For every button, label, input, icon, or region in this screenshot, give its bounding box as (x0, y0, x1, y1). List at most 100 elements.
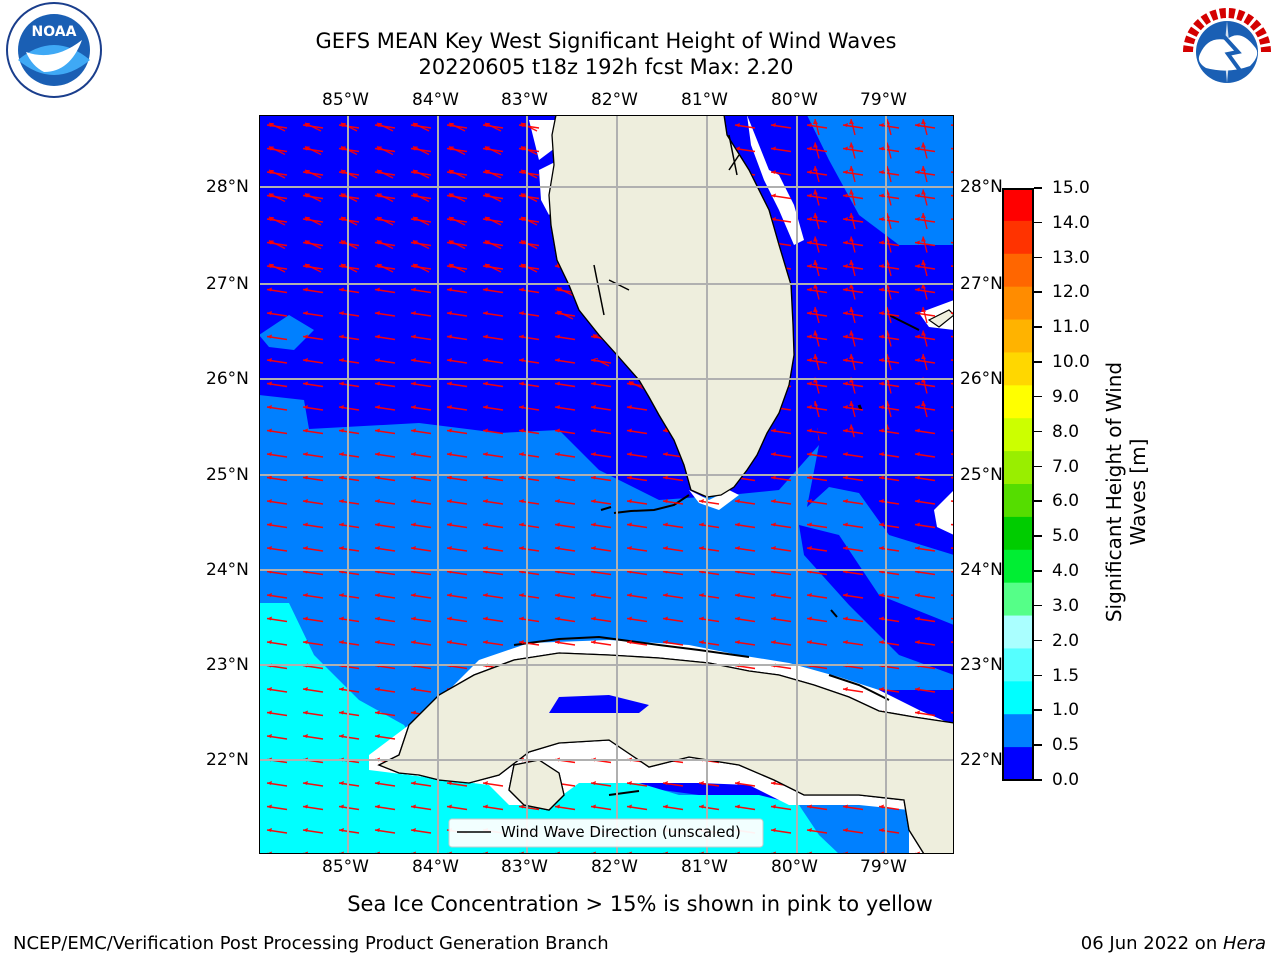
colorbar-tick-mark (1034, 187, 1042, 189)
chart-title: GEFS MEAN Key West Significant Height of… (315, 29, 897, 53)
lat-label-left: 26°N (206, 369, 249, 389)
colorbar-tick-label: 14.0 (1052, 212, 1090, 233)
colorbar-segment (1002, 549, 1034, 584)
lat-label-right: 23°N (960, 655, 1003, 675)
colorbar-tick-label: 7.0 (1052, 456, 1080, 477)
colorbar-tick-label: 11.0 (1052, 317, 1090, 338)
colorbar-tick-mark (1034, 535, 1042, 537)
lat-label-left: 22°N (206, 750, 249, 770)
lat-label-left: 23°N (206, 655, 249, 675)
colorbar-tick-mark (1034, 779, 1042, 781)
colorbar-tick-mark (1034, 674, 1042, 677)
colorbar-segment (1002, 747, 1034, 781)
colorbar-tick-label: 0.0 (1052, 770, 1080, 790)
lon-label-top: 81°W (681, 90, 728, 110)
lat-label-left: 28°N (206, 177, 249, 197)
lat-label-right: 25°N (960, 465, 1003, 485)
colorbar-segment (1002, 319, 1034, 353)
national-weather-service-logo (1183, 8, 1271, 96)
svg-text:NOAA: NOAA (32, 24, 77, 40)
colorbar-tick-mark (1034, 500, 1042, 502)
colorbar-segment (1002, 681, 1034, 715)
colorbar-tick-label: 9.0 (1052, 386, 1080, 407)
colorbar-tick-label: 13.0 (1052, 247, 1090, 268)
colorbar-tick-label: 15.0 (1052, 178, 1090, 198)
map-gridlines (259, 115, 954, 854)
colorbar-tick-label: 1.5 (1052, 665, 1080, 686)
lat-label-right: 22°N (960, 750, 1003, 770)
lat-label-left: 25°N (206, 465, 249, 485)
colorbar-tick-mark (1034, 221, 1042, 224)
lon-label-top: 82°W (591, 90, 638, 110)
noaa-logo: NOAA (6, 2, 102, 98)
lon-label-bottom: 82°W (591, 857, 638, 877)
colorbar-tick-mark (1034, 361, 1042, 363)
colorbar-segment (1002, 714, 1034, 748)
lat-label-right: 24°N (960, 560, 1003, 580)
colorbar-segment (1002, 253, 1034, 288)
colorbar-tick-mark (1034, 430, 1042, 433)
lon-label-bottom: 83°W (501, 857, 548, 877)
wind-wave-arrows (259, 115, 679, 445)
colorbar-tick-label: 2.0 (1052, 630, 1080, 651)
colorbar-tick-label: 1.0 (1052, 700, 1080, 721)
colorbar-tick-label: 10.0 (1052, 352, 1090, 373)
colorbar-tick-mark (1034, 604, 1042, 607)
colorbar-tick-mark (1034, 291, 1042, 293)
lon-label-bottom: 85°W (322, 857, 369, 877)
lon-label-top: 83°W (501, 90, 548, 110)
lon-label-bottom: 79°W (860, 857, 907, 877)
lon-label-bottom: 80°W (771, 857, 818, 877)
chart-subtitle: 20220605 t18z 192h fcst Max: 2.20 (418, 55, 794, 79)
lon-label-bottom: 84°W (412, 857, 459, 877)
footer-machine: Hera (1222, 933, 1266, 954)
colorbar-segment (1002, 352, 1034, 386)
colorbar-tick-mark (1034, 256, 1042, 259)
colorbar-tick-mark (1034, 395, 1042, 398)
legend-label: Wind Wave Direction (unscaled) (501, 823, 741, 841)
lon-label-top: 79°W (860, 90, 907, 110)
lat-label-right: 28°N (960, 177, 1003, 197)
map-legend: Wind Wave Direction (unscaled) (448, 818, 764, 848)
colorbar-tick-label: 4.0 (1052, 561, 1080, 582)
colorbar-segment (1002, 418, 1034, 452)
colorbar-segment (1002, 615, 1034, 649)
colorbar-tick-mark (1034, 465, 1042, 468)
colorbar-tick-label: 12.0 (1052, 282, 1090, 303)
map-panel: Wind Wave Direction (unscaled) (259, 115, 954, 854)
colorbar-tick-mark (1034, 326, 1042, 328)
colorbar-segment (1002, 516, 1034, 551)
lat-label-left: 27°N (206, 274, 249, 294)
colorbar-segment (1002, 385, 1034, 419)
colorbar-tick-label: 0.5 (1052, 735, 1080, 756)
colorbar-tick-label: 8.0 (1052, 421, 1080, 442)
colorbar (1002, 188, 1034, 781)
lon-label-bottom: 81°W (681, 857, 728, 877)
colorbar-segment (1002, 648, 1034, 682)
colorbar-segment (1002, 286, 1034, 321)
lon-label-top: 85°W (322, 90, 369, 110)
lon-label-top: 84°W (412, 90, 459, 110)
colorbar-segment (1002, 451, 1034, 485)
colorbar-tick-mark (1034, 744, 1042, 746)
colorbar-tick-label: 5.0 (1052, 526, 1080, 547)
lat-label-right: 27°N (960, 274, 1003, 294)
colorbar-segment (1002, 582, 1034, 617)
colorbar-title: Significant Height of Wind Waves [m] (1102, 361, 1150, 623)
lat-label-left: 24°N (206, 560, 249, 580)
footer-date: 06 Jun 2022 on Hera (1081, 933, 1266, 955)
colorbar-tick-label: 3.0 (1052, 595, 1080, 616)
colorbar-segment (1002, 188, 1034, 222)
wind-wave-arrows (799, 115, 954, 445)
lat-label-right: 26°N (960, 369, 1003, 389)
colorbar-segment (1002, 484, 1034, 518)
colorbar-tick-mark (1034, 570, 1042, 572)
footer-date-text: 06 Jun 2022 on (1080, 933, 1223, 954)
colorbar-tick-mark (1034, 709, 1042, 711)
lon-label-top: 80°W (771, 90, 818, 110)
colorbar-segment (1002, 220, 1034, 255)
sea-ice-note: Sea Ice Concentration > 15% is shown in … (347, 892, 933, 916)
colorbar-tick-mark (1034, 639, 1042, 642)
footer-producer: NCEP/EMC/Verification Post Processing Pr… (13, 933, 609, 954)
colorbar-tick-label: 6.0 (1052, 491, 1080, 512)
